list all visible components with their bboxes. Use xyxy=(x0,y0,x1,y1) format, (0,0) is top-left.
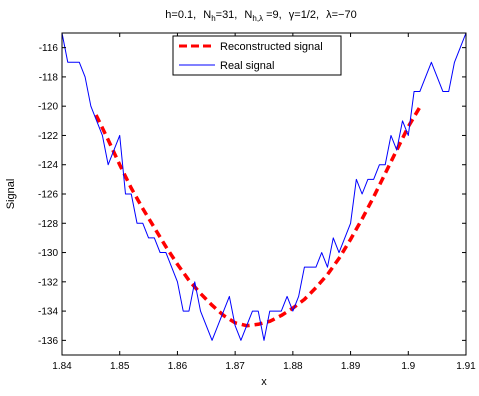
axes-box xyxy=(61,32,467,356)
x-tick-label: 1.87 xyxy=(225,361,245,372)
ticks-layer: 1.84 1.85 1.86 1.87 1.88 1.89 1.9 1.91 -136 -134 -… xyxy=(38,33,476,372)
y-tick-label: -132 xyxy=(38,277,58,288)
legend-box xyxy=(172,35,342,76)
legend: Reconstructed signal Real signal xyxy=(172,35,342,76)
legend-label-reconstructed: Reconstructed signal xyxy=(220,41,323,53)
y-tick-label: -134 xyxy=(38,307,58,318)
chart-title: h=0.1, Nh=31, Nh,λ =9, γ=1/2, λ=−70 xyxy=(165,9,356,23)
x-tick-label: 1.89 xyxy=(341,361,361,372)
y-tick-label: -130 xyxy=(38,248,58,259)
series-line-real xyxy=(61,32,467,341)
y-axis-label: Signal xyxy=(5,179,17,210)
x-tick-label: 1.84 xyxy=(52,361,72,372)
y-tick-label: -124 xyxy=(38,160,58,171)
series-layer xyxy=(61,32,467,341)
y-tick-label: -120 xyxy=(38,102,58,113)
series-line-reconstructed xyxy=(94,105,422,328)
legend-label-real: Real signal xyxy=(220,60,274,72)
y-tick-label: -128 xyxy=(38,219,58,230)
x-tick-label: 1.86 xyxy=(168,361,188,372)
x-tick-label: 1.9 xyxy=(401,361,415,372)
y-tick-label: -116 xyxy=(39,43,59,54)
x-tick-label: 1.88 xyxy=(283,361,303,372)
x-axis-label: x xyxy=(261,376,267,388)
y-tick-label: -118 xyxy=(39,72,59,83)
x-tick-label: 1.91 xyxy=(456,361,476,372)
x-tick-label: 1.85 xyxy=(110,361,130,372)
y-tick-label: -126 xyxy=(38,190,58,201)
y-tick-label: -136 xyxy=(38,336,58,347)
y-tick-label: -122 xyxy=(38,131,58,142)
